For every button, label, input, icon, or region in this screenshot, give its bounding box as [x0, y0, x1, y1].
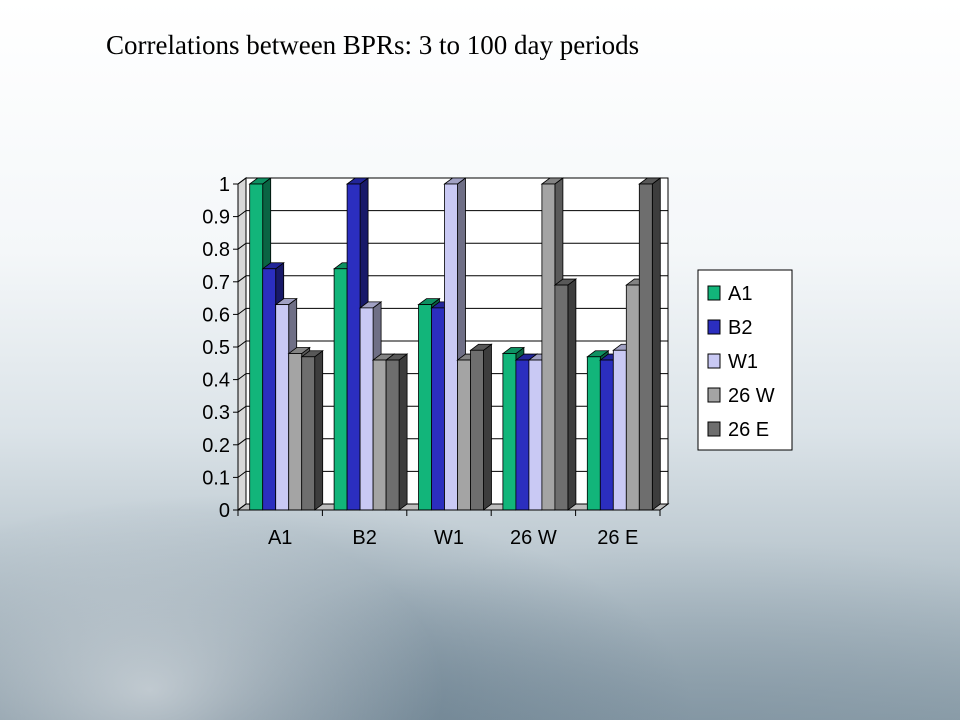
legend-swatch	[707, 387, 721, 403]
bar-front	[275, 304, 290, 511]
bar-front	[515, 359, 530, 511]
legend-label: W1	[728, 351, 758, 373]
bar-front	[444, 183, 458, 511]
bar	[384, 353, 409, 511]
bar-front	[372, 359, 387, 511]
y-tick-label: 0.6	[202, 304, 230, 326]
bar-front	[502, 353, 517, 511]
bar	[553, 278, 578, 511]
bar-front	[359, 307, 374, 511]
gridline	[237, 177, 668, 185]
gridline	[237, 340, 668, 348]
bar-front	[625, 284, 640, 511]
bar-front	[333, 268, 348, 511]
legend-label: 26 E	[728, 419, 769, 441]
bar-front	[346, 183, 361, 511]
x-category-label: W1	[434, 527, 464, 549]
bar-side	[314, 349, 324, 511]
bar-side	[483, 343, 492, 511]
y-axis-ticks: 0 0.1 0.2 0.3 0.4 0.5 0.6 0.7 0.8 0.9 1	[202, 174, 239, 522]
bar-side	[651, 177, 661, 511]
bars	[248, 177, 662, 511]
legend-label: B2	[728, 317, 752, 339]
bar-front	[528, 359, 543, 511]
bar-front	[249, 183, 264, 511]
slide-title: Correlations between BPRs: 3 to 100 day …	[106, 30, 640, 60]
bar-front	[262, 268, 277, 511]
y-tick-label: 0.2	[202, 435, 230, 457]
legend: A1 B2 W1 26 W 26 E	[697, 269, 793, 451]
bar	[469, 343, 493, 511]
bar-front	[612, 349, 627, 511]
bar-front	[586, 356, 601, 511]
y-tick-label: 0.4	[202, 370, 230, 392]
legend-label: A1	[728, 283, 752, 305]
x-category-label: 26 E	[597, 527, 638, 549]
gridline	[237, 242, 668, 250]
y-tick-label: 0.7	[202, 272, 230, 294]
gridline	[237, 210, 668, 218]
bar-front	[638, 183, 653, 511]
legend-swatch	[707, 353, 721, 369]
legend-swatch	[707, 421, 721, 437]
x-category-label: A1	[268, 527, 292, 549]
bar-front	[457, 359, 471, 511]
bar-front	[418, 304, 432, 511]
y-tick-label: 1	[219, 174, 230, 196]
y-tick-label: 0.8	[202, 239, 230, 261]
x-axis-labels: A1 B2 W1 26 W 26 E	[237, 509, 661, 549]
bar-front	[541, 183, 556, 511]
bar-front	[470, 349, 484, 511]
bar-side	[567, 278, 577, 511]
bar-front	[385, 359, 400, 511]
bar-front	[554, 284, 569, 511]
bar-front	[431, 307, 445, 511]
bar-side	[398, 353, 408, 511]
y-tick-label: 0	[219, 500, 230, 522]
y-tick-label: 0.1	[202, 467, 230, 489]
bar	[638, 177, 662, 511]
bar-front	[599, 359, 614, 511]
legend-swatch	[707, 285, 721, 301]
y-tick-label: 0.9	[202, 207, 230, 229]
x-category-label: B2	[352, 527, 376, 549]
bar-front	[288, 353, 303, 511]
legend-label: 26 W	[728, 385, 775, 407]
bar	[300, 349, 324, 511]
x-category-label: 26 W	[510, 527, 557, 549]
gridline	[237, 307, 668, 315]
bar-front	[301, 356, 316, 511]
legend-swatch	[707, 319, 721, 335]
y-tick-label: 0.3	[202, 402, 230, 424]
gridline	[237, 275, 668, 283]
y-tick-label: 0.5	[202, 337, 230, 359]
